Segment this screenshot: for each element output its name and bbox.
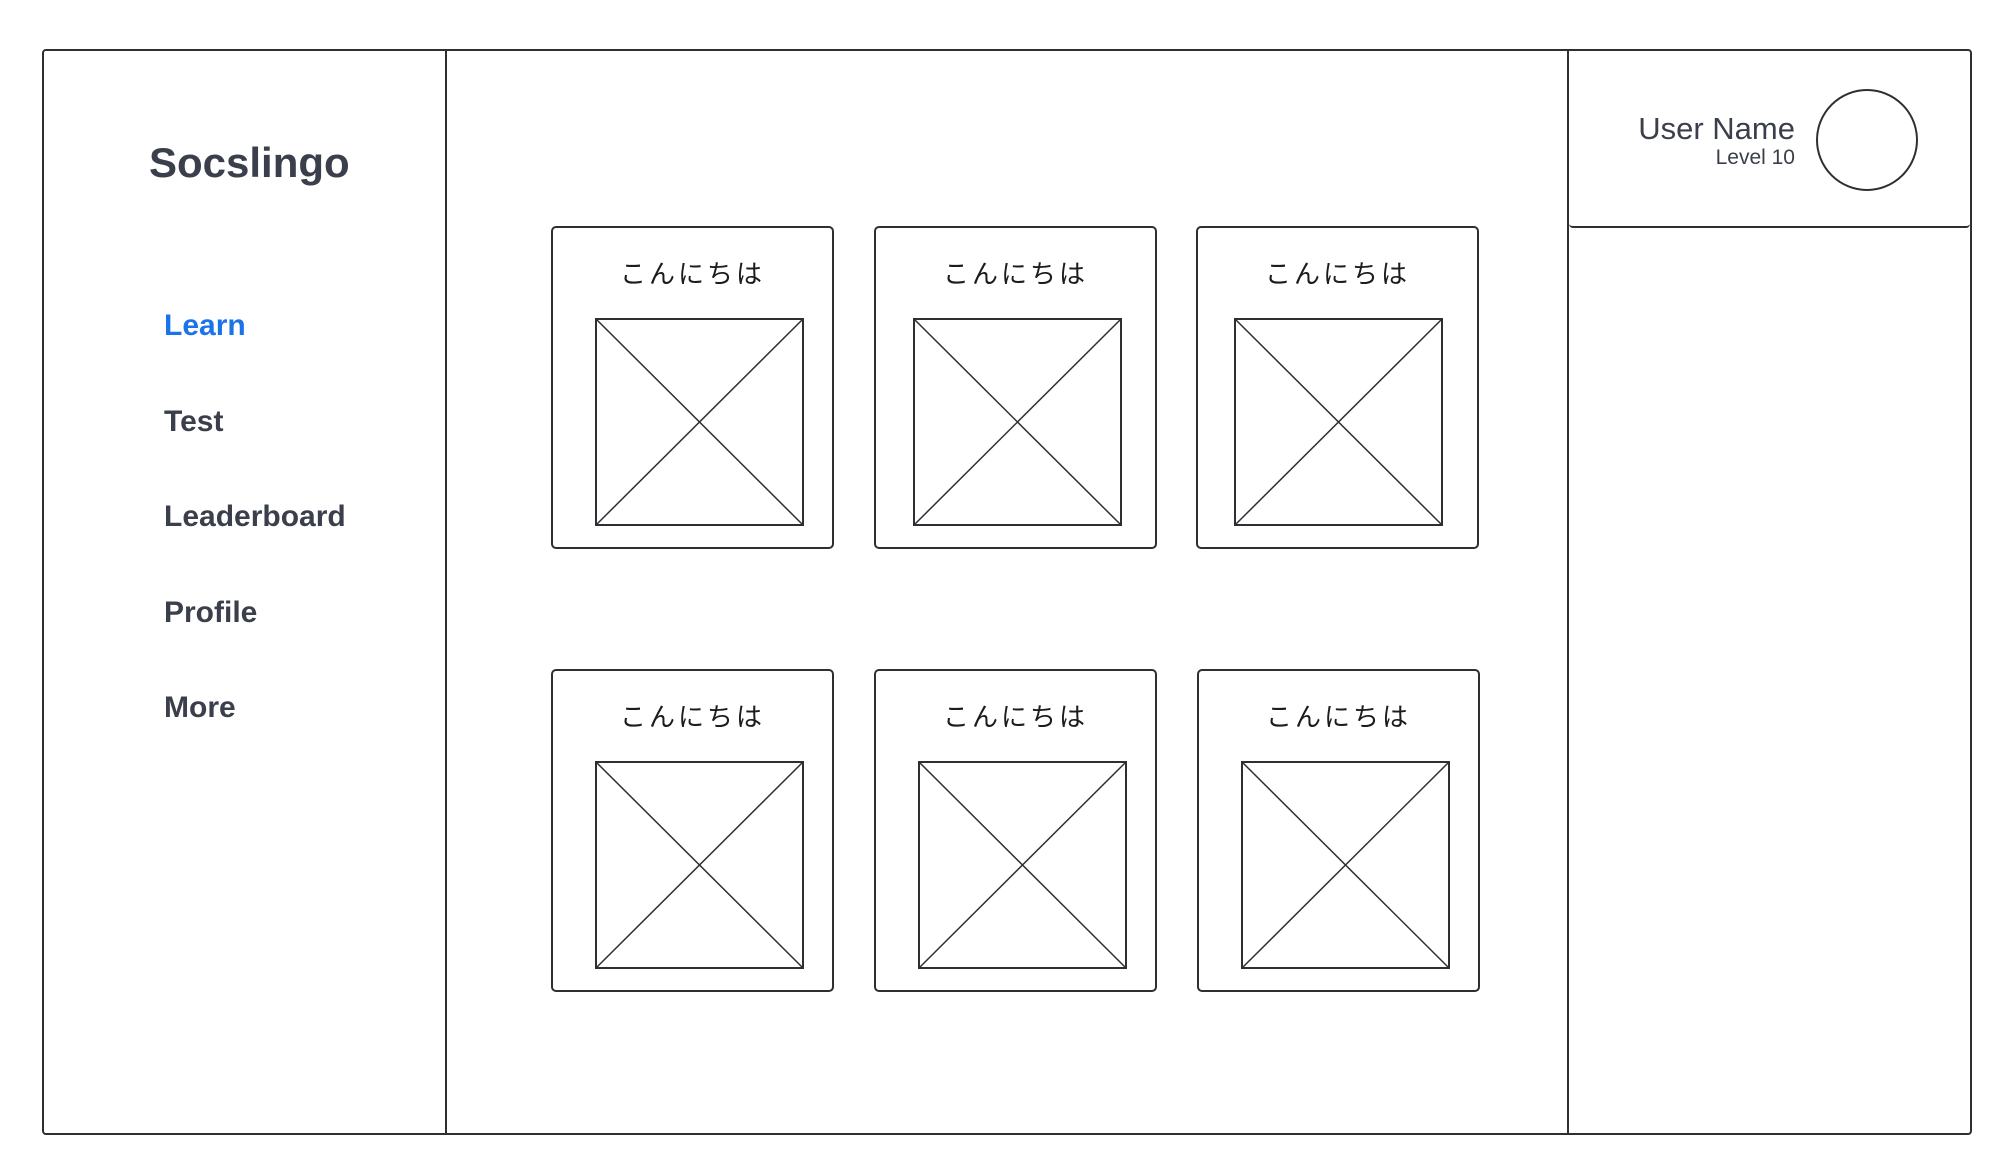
user-level: Level 10 <box>1715 146 1795 169</box>
user-header[interactable]: User Name Level 10 <box>1569 51 1970 228</box>
app-window: Socslingo Learn Test Leaderboard Profile… <box>42 49 1972 1135</box>
sidebar-item-test[interactable]: Test <box>164 404 224 438</box>
image-placeholder-icon <box>1234 318 1443 526</box>
image-placeholder-icon <box>1241 761 1450 969</box>
sidebar-item-more[interactable]: More <box>164 691 236 724</box>
lesson-card-label: こんにちは <box>942 260 1088 290</box>
image-placeholder-icon <box>918 761 1127 969</box>
image-placeholder-icon <box>913 318 1122 526</box>
sidebar-nav: Learn Test Leaderboard Profile More <box>164 308 346 786</box>
lesson-card-label: こんにちは <box>942 703 1088 733</box>
lesson-card[interactable]: こんにちは <box>1197 669 1480 992</box>
lesson-card-label: こんにちは <box>1264 260 1410 290</box>
lesson-card-label: こんにちは <box>619 260 765 290</box>
sidebar-item-learn[interactable]: Learn <box>164 309 246 342</box>
lesson-card[interactable]: こんにちは <box>874 226 1157 549</box>
avatar[interactable] <box>1816 89 1918 191</box>
lesson-card-label: こんにちは <box>1265 703 1411 733</box>
sidebar-item-profile[interactable]: Profile <box>164 595 258 629</box>
lesson-card-label: こんにちは <box>619 703 765 733</box>
image-placeholder-icon <box>595 318 804 526</box>
sidebar-item-leaderboard[interactable]: Leaderboard <box>164 500 346 533</box>
lesson-card[interactable]: こんにちは <box>1196 226 1479 549</box>
lesson-card[interactable]: こんにちは <box>874 669 1157 992</box>
image-placeholder-icon <box>595 761 804 969</box>
app-title: Socslingo <box>149 139 350 186</box>
lesson-card[interactable]: こんにちは <box>551 226 834 549</box>
user-panel: User Name Level 10 <box>1567 51 1970 1133</box>
lesson-card[interactable]: こんにちは <box>551 669 834 992</box>
user-name: User Name <box>1638 111 1795 146</box>
sidebar: Socslingo Learn Test Leaderboard Profile… <box>44 51 447 1133</box>
